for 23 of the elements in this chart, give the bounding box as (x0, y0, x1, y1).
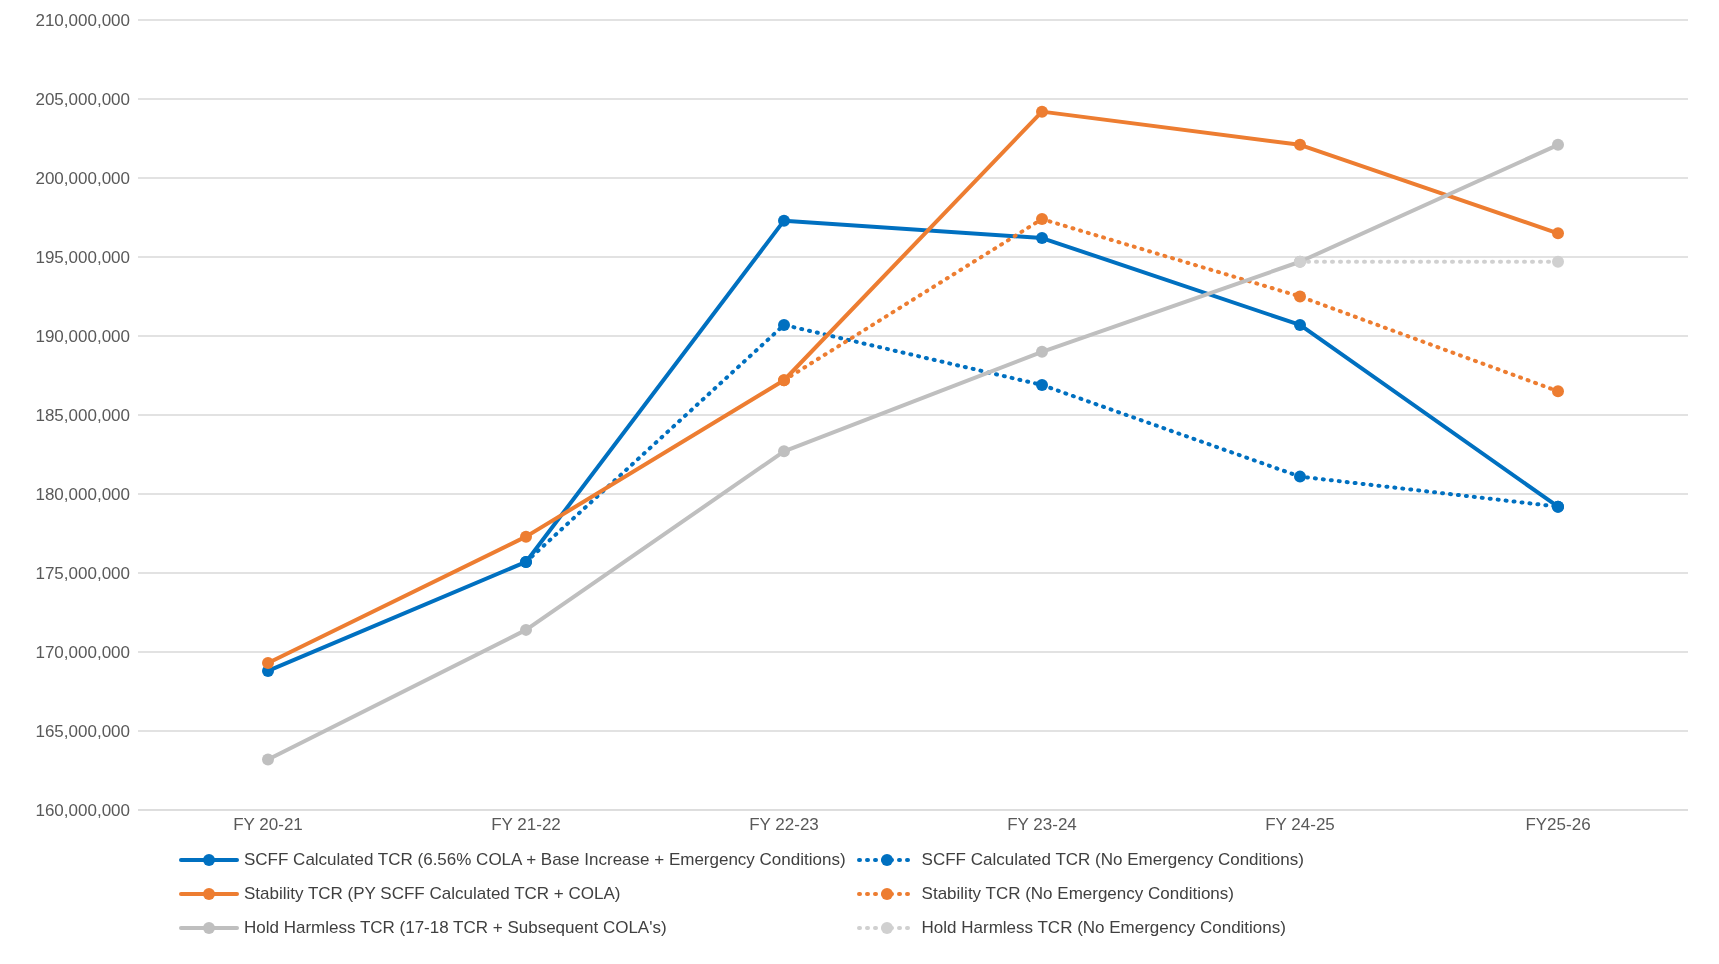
x-tick-label: FY25-26 (1525, 815, 1591, 835)
legend-label: SCFF Calculated TCR (No Emergency Conditions) (921, 850, 1304, 870)
y-tick-label: 165,000,000 (35, 722, 130, 742)
y-tick-label: 190,000,000 (35, 327, 130, 347)
x-tick-label: FY 22-23 (749, 815, 819, 835)
y-tick-label: 200,000,000 (35, 169, 130, 189)
legend-label: SCFF Calculated TCR (6.56% COLA + Base Increase + Emergency Conditions) (244, 850, 846, 870)
y-tick-label: 170,000,000 (35, 643, 130, 663)
legend-label: Hold Harmless TCR (17-18 TCR + Subsequent COLA's) (244, 918, 667, 938)
y-tick-label: 195,000,000 (35, 248, 130, 268)
y-tick-label: 210,000,000 (35, 11, 130, 31)
x-tick-label: FY 21-22 (491, 815, 561, 835)
legend-label: Stability TCR (PY SCFF Calculated TCR + COLA) (244, 884, 621, 904)
x-tick-label: FY 24-25 (1265, 815, 1335, 835)
y-tick-label: 160,000,000 (35, 801, 130, 821)
legend-label: Hold Harmless TCR (No Emergency Conditions) (921, 918, 1286, 938)
legend-label: Stability TCR (No Emergency Conditions) (921, 884, 1234, 904)
y-tick-label: 180,000,000 (35, 485, 130, 505)
x-tick-label: FY 20-21 (233, 815, 303, 835)
x-tick-label: FY 23-24 (1007, 815, 1077, 835)
y-tick-label: 175,000,000 (35, 564, 130, 584)
y-tick-label: 205,000,000 (35, 90, 130, 110)
y-tick-label: 185,000,000 (35, 406, 130, 426)
